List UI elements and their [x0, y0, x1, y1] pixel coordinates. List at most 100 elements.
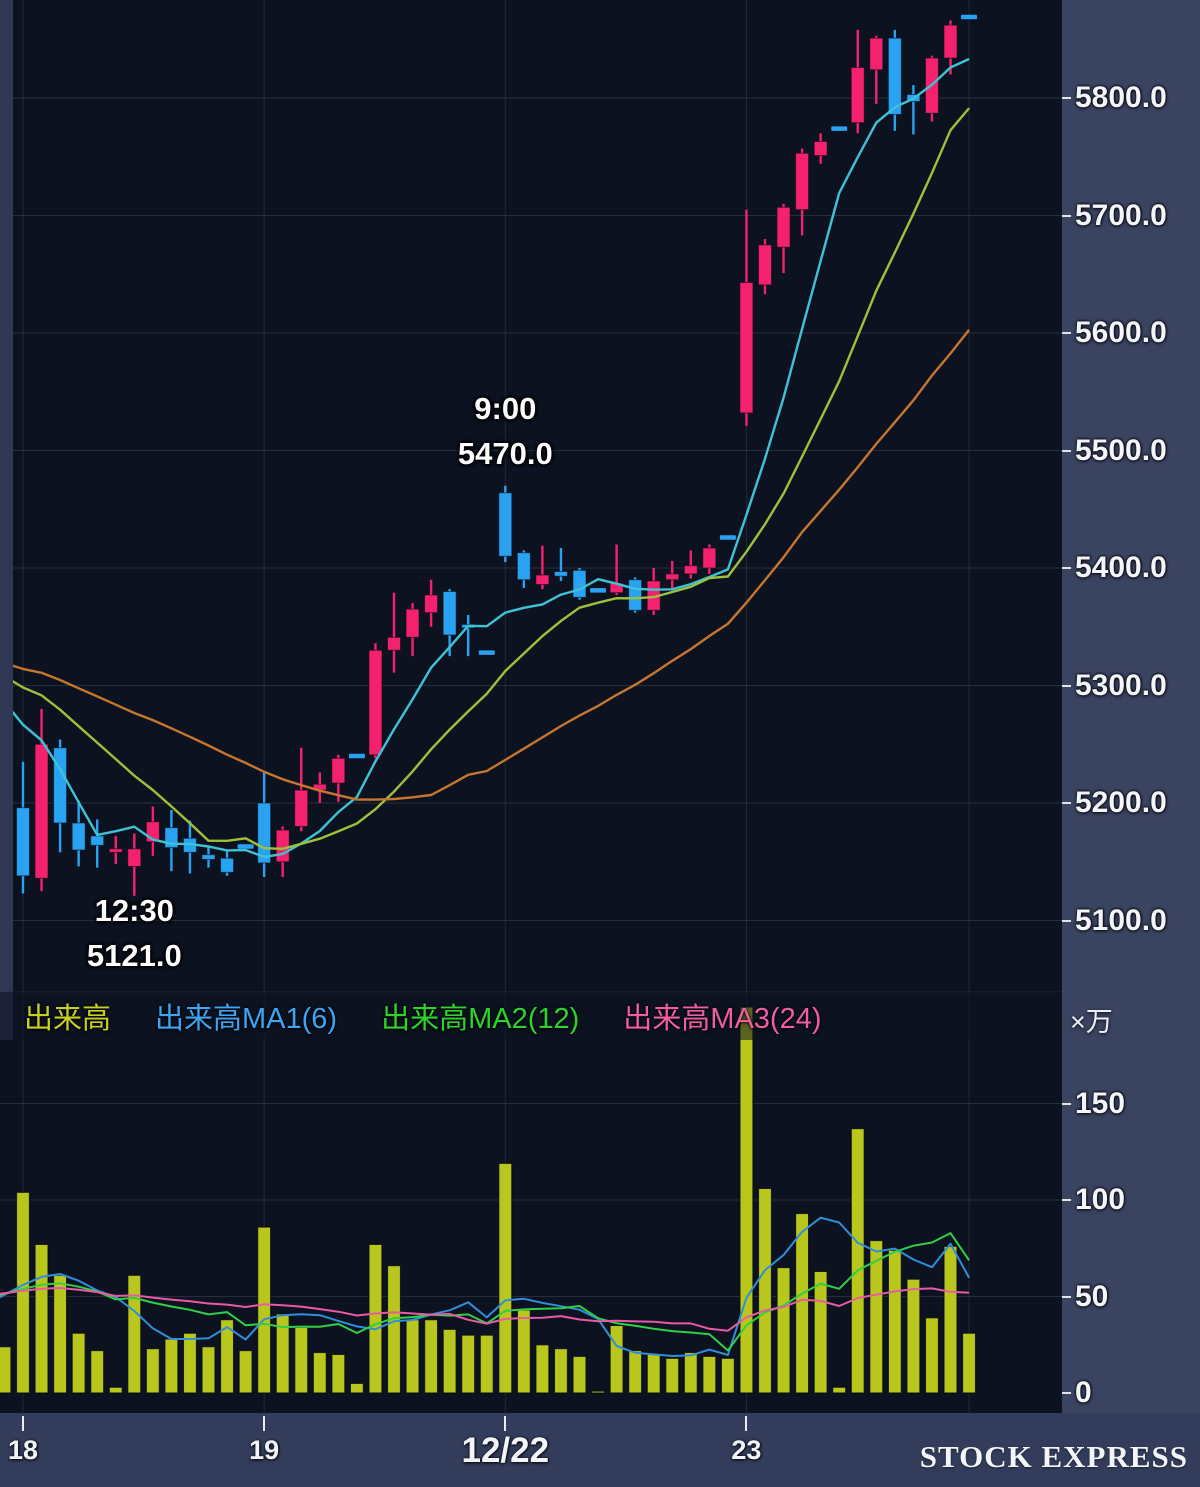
- price-annotation-line: 9:00: [474, 390, 537, 426]
- candle-down: [572, 569, 587, 598]
- volume-bar: [516, 1309, 531, 1394]
- volume-bar: [238, 1349, 253, 1394]
- volume-bar: [609, 1324, 624, 1394]
- volume-bar: [127, 1274, 142, 1394]
- price-axis-tick: [1062, 97, 1071, 99]
- volume-bar: [442, 1328, 457, 1394]
- candle-up: [702, 547, 717, 569]
- candle-up: [776, 206, 791, 248]
- legend-volume-ma1[interactable]: 出来高MA1(6): [155, 1003, 338, 1035]
- candle-up: [943, 24, 958, 59]
- volume-axis-tick: [1062, 1199, 1071, 1201]
- price-axis-tick: [1062, 684, 1071, 687]
- price-annotation-line: 12:30: [94, 892, 174, 928]
- volume-bar: [553, 1348, 569, 1394]
- volume-bar: [90, 1349, 105, 1394]
- candle-down: [442, 591, 457, 636]
- volume-bar: [535, 1344, 550, 1394]
- price-axis-label: 5500.0: [1075, 433, 1167, 467]
- time-axis-tick: [22, 1416, 24, 1431]
- volume-bar: [145, 1348, 160, 1394]
- volume-bar: [850, 1127, 865, 1394]
- volume-bar: [739, 1006, 754, 1394]
- price-axis-tick: [1062, 567, 1071, 569]
- flat-dash-candle: [348, 753, 365, 759]
- volume-bar: [813, 1270, 828, 1394]
- volume-bar: [424, 1319, 439, 1394]
- volume-bar: [34, 1243, 49, 1394]
- candle-up: [275, 829, 290, 863]
- flat-dash-candle: [719, 535, 736, 540]
- volume-axis-label: 150: [1075, 1086, 1126, 1120]
- volume-bar: [331, 1353, 346, 1394]
- volume-axis-label: 0: [1075, 1376, 1092, 1409]
- legend-volume-ma2[interactable]: 出来高MA2(12): [381, 1003, 580, 1035]
- time-axis-label: 23: [731, 1435, 762, 1465]
- time-axis-label: 12/22: [461, 1431, 550, 1470]
- candle-up: [405, 608, 420, 638]
- legend-volume[interactable]: 出来高: [24, 1003, 112, 1035]
- volume-bar: [665, 1357, 680, 1394]
- price-ma2-line: [0, 107, 971, 850]
- volume-bar: [71, 1332, 86, 1394]
- volume-bar: [683, 1351, 698, 1394]
- candle-up: [869, 37, 884, 71]
- candle-up: [387, 636, 401, 651]
- candle-up: [368, 649, 383, 756]
- price-annotation-line: 5470.0: [457, 435, 553, 471]
- volume-bar: [572, 1355, 587, 1394]
- volume-bar: [720, 1357, 736, 1394]
- legend-volume-ma3[interactable]: 出来高MA3(24): [623, 1003, 822, 1035]
- time-axis-tick: [504, 1416, 507, 1431]
- price-ma3-line: [0, 329, 971, 801]
- volume-ma1-line: [0, 1216, 970, 1357]
- flat-dash-candle: [237, 844, 254, 849]
- time-axis-tick: [745, 1416, 748, 1431]
- volume-bar: [15, 1191, 31, 1394]
- volume-bar: [628, 1349, 643, 1394]
- volume-ma-lines: [0, 1216, 970, 1357]
- volume-bar: [943, 1245, 958, 1394]
- volume-bar: [869, 1239, 884, 1394]
- candle-up: [758, 244, 772, 286]
- candle-up: [850, 66, 865, 124]
- volume-bar: [479, 1334, 494, 1394]
- volume-bar: [294, 1326, 309, 1394]
- candle-down: [220, 857, 235, 873]
- candle-wick: [541, 545, 544, 590]
- gridlines: [0, 0, 1062, 1413]
- candle-up: [127, 848, 142, 867]
- candle-down: [553, 571, 568, 577]
- flat-dash-candle: [831, 126, 848, 131]
- volume-unit-label: ×万: [1070, 1007, 1113, 1037]
- volume-bars: [0, 1006, 977, 1394]
- candle-wick: [300, 747, 303, 832]
- chart-left-edge-strip: [0, 0, 13, 1040]
- volume-bar: [906, 1278, 921, 1394]
- price-ma-lines: [0, 57, 971, 859]
- volume-axis-tick: [1062, 1295, 1071, 1298]
- volume-ma3-line: [0, 1287, 970, 1332]
- volume-bar: [164, 1338, 179, 1394]
- volume-bar: [498, 1162, 513, 1394]
- candle-wick: [912, 85, 915, 135]
- price-ma1-line: [0, 57, 970, 859]
- time-axis-label: 19: [249, 1435, 280, 1465]
- volume-bar: [108, 1386, 123, 1394]
- time-axis-band: STOCK EXPRESS 18 19 12/22 23: [0, 1413, 1200, 1487]
- price-axis-label: 5300.0: [1075, 668, 1167, 702]
- candle-down: [90, 835, 105, 846]
- candle-wick: [615, 544, 618, 596]
- candle-up: [108, 848, 123, 853]
- volume-bar: [182, 1332, 198, 1394]
- volume-bar: [776, 1266, 791, 1394]
- volume-bar: [201, 1346, 216, 1394]
- candle-up: [294, 789, 309, 828]
- candle-up: [795, 152, 810, 211]
- volume-bar: [219, 1319, 235, 1394]
- candle-up: [683, 565, 698, 575]
- price-axis-label: 5700.0: [1075, 198, 1167, 232]
- time-axis-label: 18: [7, 1435, 39, 1465]
